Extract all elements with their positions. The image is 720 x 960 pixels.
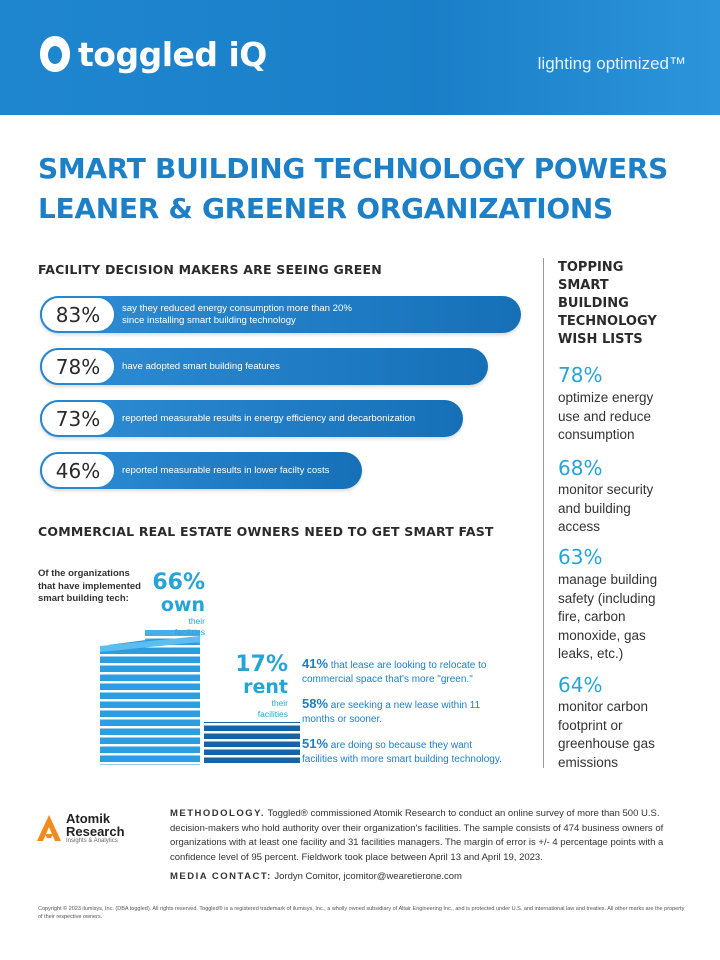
- lease-stat-2-line-1: are seeking a new lease within 11: [328, 700, 481, 711]
- wish-line: monoxide, gas: [558, 627, 646, 643]
- lease-stat-1-line-1: that lease are looking to relocate to: [328, 660, 487, 671]
- wishlist-heading: TOPPING SMART BUILDING TECHNOLOGY WISH L…: [558, 259, 708, 349]
- lease-stat-3-line-2: facilities with more smart building tech…: [302, 754, 502, 765]
- wish-line: monitor security: [558, 482, 654, 497]
- own-percent: 66%: [152, 570, 205, 595]
- wish-pct-2: 68%: [558, 456, 603, 480]
- lease-stat-3-line-1: are doing so because they want: [328, 740, 473, 751]
- lease-stat-2-line-2: months or sooner.: [302, 714, 383, 725]
- methodology-text: METHODOLOGY. Toggled® commissioned Atomi…: [170, 807, 700, 865]
- lease-stat-1-pct: 41%: [302, 656, 329, 671]
- buildings-illustration-icon: [100, 630, 300, 765]
- wishlist-heading-line: TECHNOLOGY: [558, 314, 657, 329]
- lease-stat-1: 41% that lease are looking to relocate t…: [302, 657, 530, 687]
- stat-pill-2: 78%: [40, 348, 116, 385]
- stat-pill-1: 83%: [40, 296, 116, 333]
- media-contact-value[interactable]: Jordyn Comitor, jcomitor@wearetierone.co…: [271, 871, 462, 882]
- own-caption-line: facilities: [174, 627, 205, 637]
- intro-line: that have implemented: [38, 580, 141, 592]
- wish-line: optimize energy: [558, 390, 654, 405]
- stat-bar-1: 83% say they reduced energy consumption …: [40, 296, 521, 333]
- header-banner: toggled iQ lighting optimized™: [0, 0, 720, 115]
- wishlist-heading-line: TOPPING: [558, 260, 624, 275]
- methodology-body: Toggled® commissioned Atomik Research to…: [170, 808, 664, 863]
- rent-percent: 17%: [235, 652, 288, 677]
- lease-stat-3: 51% are doing so because they want facil…: [302, 737, 530, 767]
- wish-line: footprint or: [558, 717, 623, 733]
- wish-line: consumption: [558, 427, 635, 442]
- media-contact-label: MEDIA CONTACT:: [170, 871, 272, 882]
- tagline: lighting optimized™: [537, 54, 686, 73]
- wish-line: fire, carbon: [558, 609, 626, 624]
- wish-text-2: monitor security and building access: [558, 481, 713, 537]
- intro-line: smart building tech:: [38, 593, 129, 604]
- stat-text-1-line-2: since installing smart building technolo…: [122, 314, 296, 326]
- real-estate-intro: Of the organizations that have implement…: [38, 568, 141, 606]
- wish-pct-4: 64%: [558, 673, 603, 697]
- title-line-1: SMART BUILDING TECHNOLOGY POWERS: [38, 152, 668, 185]
- stat-bar-4: 46% reported measurable results in lower…: [40, 452, 362, 489]
- stat-pill-3: 73%: [40, 400, 116, 437]
- toggled-bulb-icon: [40, 36, 70, 72]
- column-divider: [543, 258, 544, 768]
- own-caption: their facilities: [140, 616, 205, 638]
- methodology-label: METHODOLOGY.: [170, 808, 266, 819]
- wish-line: manage building: [558, 572, 658, 587]
- stat-bar-3: 73% reported measurable results in energ…: [40, 400, 463, 437]
- own-word: own: [160, 594, 205, 616]
- stat-text-4: reported measurable results in lower fac…: [122, 464, 330, 476]
- rent-caption-line: facilities: [257, 709, 288, 719]
- stat-bar-2: 78% have adopted smart building features: [40, 348, 488, 385]
- stat-text-3: reported measurable results in energy ef…: [122, 412, 416, 424]
- wish-line: leaks, etc.): [558, 646, 624, 661]
- atomik-research-logo[interactable]: Atomik Research Insights & Analytics: [36, 812, 125, 844]
- intro-line: Of the organizations: [38, 568, 130, 579]
- wish-line: emissions: [558, 754, 619, 770]
- facility-heading: FACILITY DECISION MAKERS ARE SEEING GREE…: [38, 262, 382, 277]
- lease-stat-3-pct: 51%: [302, 736, 329, 751]
- wish-text-1: optimize energy use and reduce consumpti…: [558, 389, 713, 445]
- wishlist-heading-line: BUILDING: [558, 296, 629, 311]
- wish-text-3: manage building safety (including fire, …: [558, 571, 713, 664]
- atomik-a-icon: [37, 815, 61, 841]
- wish-line: monitor carbon: [558, 699, 649, 714]
- media-contact: MEDIA CONTACT: Jordyn Comitor, jcomitor@…: [170, 871, 462, 882]
- stat-pill-4: 46%: [40, 452, 116, 489]
- wishlist-heading-line: SMART: [558, 278, 609, 293]
- stat-text-2: have adopted smart building features: [122, 360, 280, 372]
- stat-text-1-line-1: say they reduced energy consumption more…: [122, 302, 352, 314]
- wish-line: use and reduce: [558, 408, 652, 424]
- stat-text-1: say they reduced energy consumption more…: [122, 296, 352, 333]
- real-estate-heading: COMMERCIAL REAL ESTATE OWNERS NEED TO GE…: [38, 524, 494, 539]
- wishlist-heading-line: WISH LISTS: [558, 332, 643, 347]
- toggled-logo[interactable]: toggled iQ: [38, 34, 267, 74]
- rent-caption: their facilities: [230, 698, 288, 720]
- lease-stat-1-line-2: commercial space that's more "green.": [302, 674, 473, 685]
- wish-text-4: monitor carbon footprint or greenhouse g…: [558, 698, 713, 772]
- page-title: SMART BUILDING TECHNOLOGY POWERS LEANER …: [38, 149, 688, 229]
- own-caption-line: their: [188, 616, 205, 626]
- atomik-name-line-2: Research: [66, 824, 125, 839]
- copyright-notice: Copyright © 2023 ilumisys, Inc. (DBA tog…: [38, 906, 685, 920]
- wish-line: safety (including: [558, 590, 656, 606]
- wish-line: greenhouse gas: [558, 736, 655, 751]
- logo-text: toggled iQ: [78, 34, 267, 74]
- title-line-2: LEANER & GREENER ORGANIZATIONS: [38, 192, 613, 225]
- rent-caption-line: their: [271, 698, 288, 708]
- wish-pct-1: 78%: [558, 363, 603, 387]
- atomik-name-line-1: Atomik: [66, 811, 111, 826]
- rent-word: rent: [243, 676, 288, 698]
- wish-line: access: [558, 519, 601, 534]
- wish-pct-3: 63%: [558, 545, 603, 569]
- wish-line: and building: [558, 500, 631, 516]
- lease-stat-2: 58% are seeking a new lease within 11 mo…: [302, 697, 530, 727]
- atomik-subtitle: Insights & Analytics: [66, 838, 118, 844]
- lease-stat-2-pct: 58%: [302, 696, 329, 711]
